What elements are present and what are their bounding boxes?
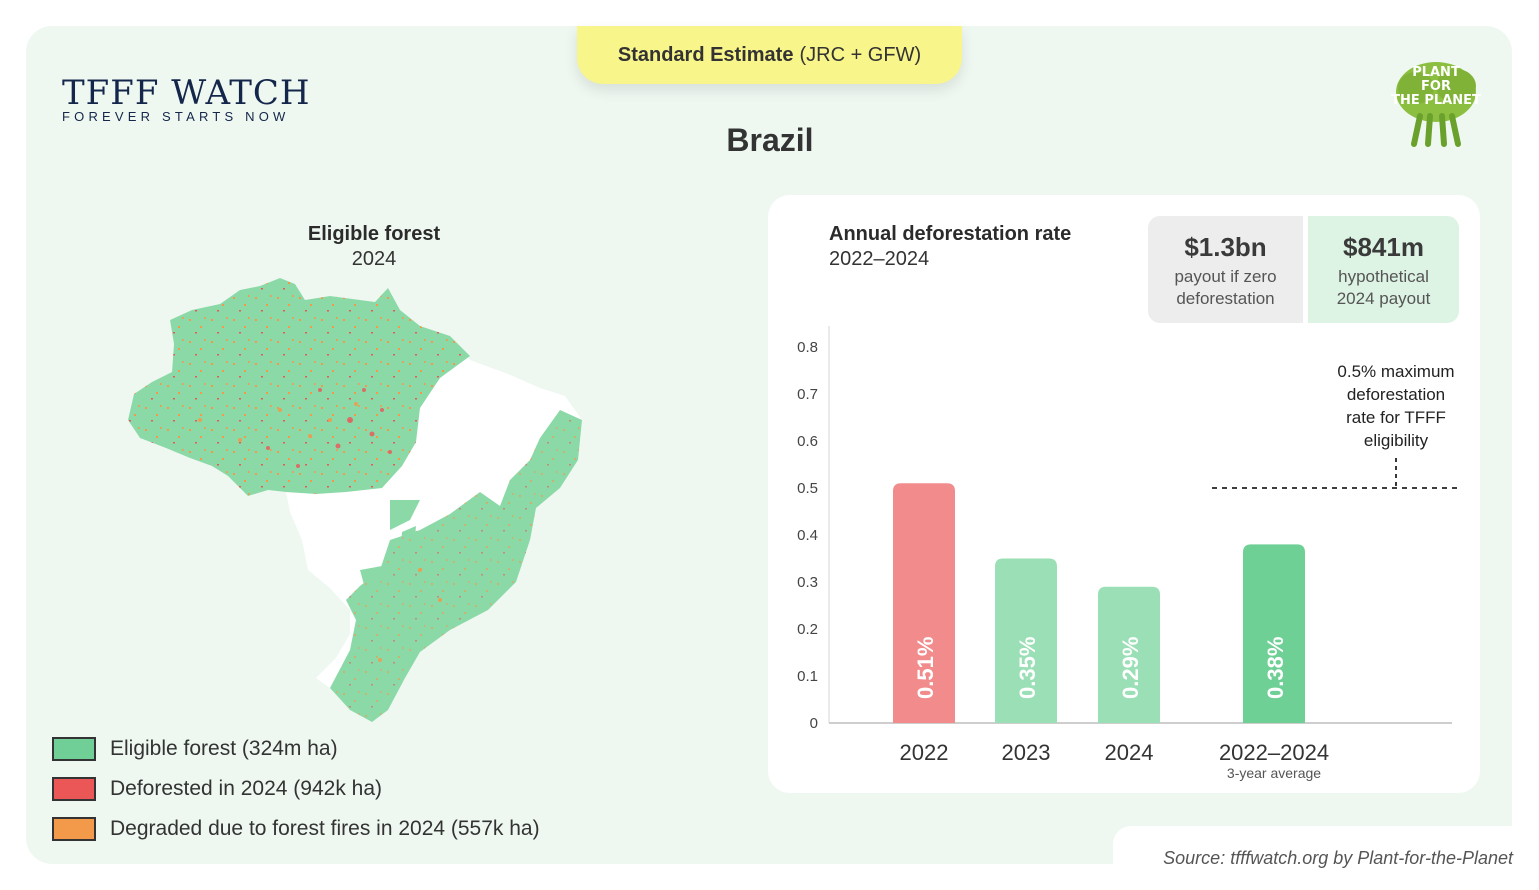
x-category-label: 2024 bbox=[1105, 740, 1154, 765]
y-tick-label: 0.5 bbox=[797, 480, 818, 497]
bar-value-label: 0.38% bbox=[1263, 637, 1288, 699]
plant-for-the-planet-logo[interactable]: PLANT FOR THE PLANET bbox=[1390, 58, 1484, 148]
stat-description: payout if zero deforestation bbox=[1174, 267, 1277, 308]
bar-2022 bbox=[893, 483, 955, 723]
y-tick-label: 0.1 bbox=[797, 668, 818, 685]
legend-swatch-deforested bbox=[52, 777, 96, 801]
map-title: Eligible forest bbox=[307, 223, 441, 245]
estimate-selector[interactable]: Standard Estimate (JRC + GFW) bbox=[577, 26, 962, 84]
bar-2023 bbox=[995, 558, 1057, 723]
bar-value-label: 0.29% bbox=[1118, 637, 1143, 699]
source-box: Source: tfffwatch.org by Plant-for-the-P… bbox=[1113, 826, 1539, 890]
stat-value: $841m bbox=[1343, 232, 1424, 262]
y-tick-label: 0.4 bbox=[797, 527, 818, 544]
stat-zero-deforestation-payout: $1.3bn payout if zero deforestation bbox=[1148, 216, 1303, 323]
partner-logo-line2: FOR bbox=[1421, 79, 1451, 94]
legend-swatch-eligible bbox=[52, 737, 96, 761]
brand-name: TFFF WATCH bbox=[62, 73, 311, 113]
brand-tagline: FOREVER STARTS NOW bbox=[62, 109, 290, 124]
map-year: 2024 bbox=[351, 248, 397, 270]
partner-logo-line3: THE PLANET bbox=[1391, 93, 1481, 108]
y-tick-label: 0.3 bbox=[797, 574, 818, 591]
y-tick-label: 0.8 bbox=[797, 339, 818, 356]
bar-2024 bbox=[1098, 586, 1160, 723]
stat-hypothetical-payout: $841m hypothetical 2024 payout bbox=[1308, 216, 1459, 323]
map-title-block: Eligible forest 2024 bbox=[274, 222, 474, 272]
legend-swatch-degraded bbox=[52, 817, 96, 841]
stat-description: hypothetical 2024 payout bbox=[1336, 267, 1431, 308]
x-category-label: 2022–2024 bbox=[1219, 740, 1329, 765]
bar-value-label: 0.51% bbox=[913, 637, 938, 699]
chart-title-block: Annual deforestation rate 2022–2024 bbox=[829, 222, 1071, 272]
chart-title: Annual deforestation rate bbox=[829, 223, 1072, 245]
x-category-sublabel: 3-year average bbox=[1227, 765, 1321, 781]
y-tick-label: 0 bbox=[810, 715, 818, 732]
country-title: Brazil bbox=[726, 122, 814, 158]
legend-label-degraded: Degraded due to forest fires in 2024 (55… bbox=[110, 817, 540, 840]
y-tick-label: 0.6 bbox=[797, 433, 818, 450]
chart-subtitle: 2022–2024 bbox=[829, 248, 930, 270]
bar-2022–2024 bbox=[1243, 544, 1305, 723]
estimate-label-rest: (JRC + GFW) bbox=[799, 43, 922, 66]
bar-value-label: 0.35% bbox=[1015, 637, 1040, 699]
legend-item-eligible: Eligible forest (324m ha) bbox=[52, 729, 540, 769]
threshold-label: 0.5% maximum deforestation rate for TFFF el… bbox=[1337, 362, 1454, 450]
legend-item-deforested: Deforested in 2024 (942k ha) bbox=[52, 769, 540, 809]
brand-logo[interactable]: TFFF WATCH FOREVER STARTS NOW bbox=[62, 73, 311, 124]
legend-label-eligible: Eligible forest (324m ha) bbox=[110, 737, 338, 760]
partner-logo-line1: PLANT bbox=[1412, 65, 1460, 80]
brazil-forest-map bbox=[128, 278, 582, 722]
source-text: Source: tfffwatch.org by Plant-for-the-P… bbox=[1163, 848, 1513, 868]
y-tick-label: 0.2 bbox=[797, 621, 818, 638]
map-legend: Eligible forest (324m ha) Deforested in … bbox=[52, 729, 540, 849]
legend-item-degraded: Degraded due to forest fires in 2024 (55… bbox=[52, 809, 540, 849]
deforestation-bar-chart: 0 0.1 0.2 0.3 0.4 0.5 0.6 0.7 0.8 0.51% 2022 0.35% 2… bbox=[797, 326, 1458, 781]
x-category-label: 2023 bbox=[1002, 740, 1051, 765]
stat-value: $1.3bn bbox=[1184, 232, 1267, 262]
estimate-label-bold: Standard Estimate bbox=[617, 43, 794, 66]
x-category-label: 2022 bbox=[900, 740, 949, 765]
legend-label-deforested: Deforested in 2024 (942k ha) bbox=[110, 777, 383, 800]
y-tick-label: 0.7 bbox=[797, 386, 818, 403]
